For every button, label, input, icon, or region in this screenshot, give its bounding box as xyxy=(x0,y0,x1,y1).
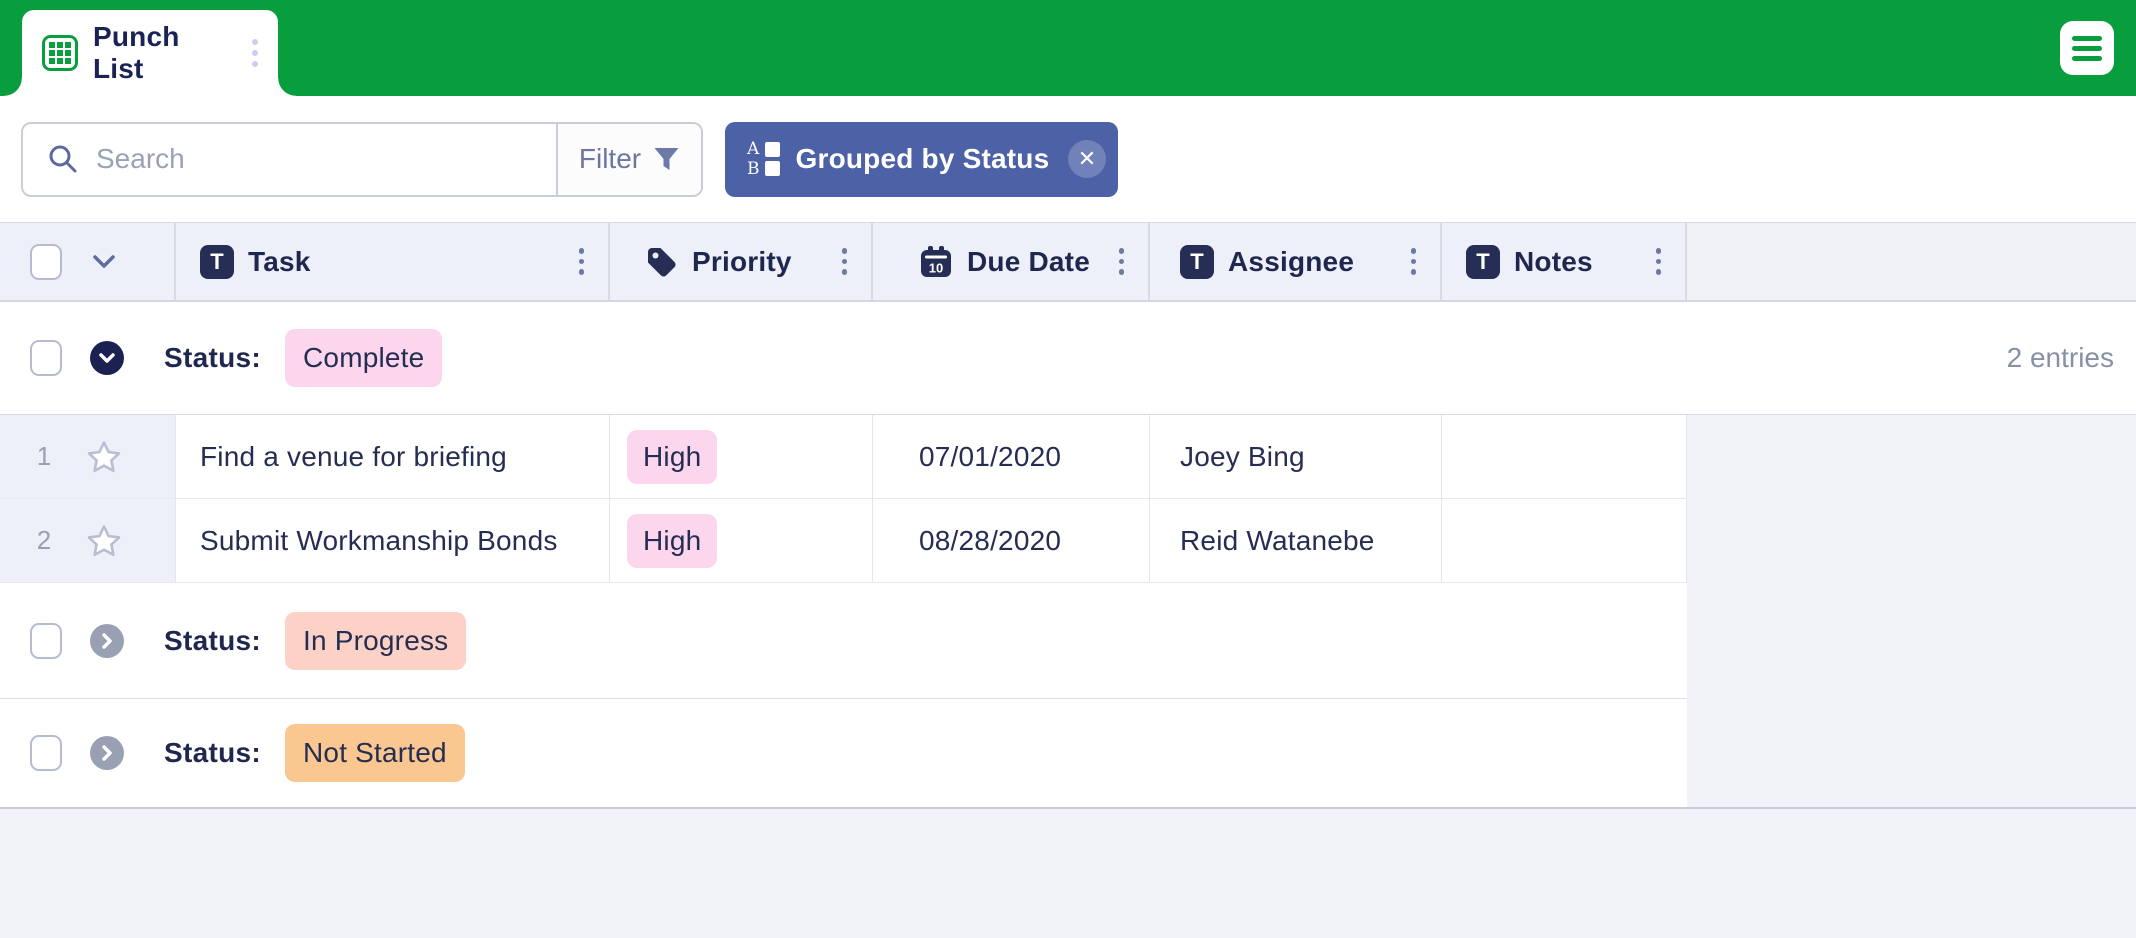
table-row: 1 Find a venue for briefing High 07/01/2… xyxy=(0,415,2136,499)
header-filler xyxy=(1687,223,2136,300)
row-filler xyxy=(1687,699,2136,807)
top-bar: Punch List xyxy=(0,0,2136,96)
tab-title: Punch List xyxy=(93,21,180,84)
chevron-right-icon xyxy=(101,632,113,650)
cell-task[interactable]: Find a venue for briefing xyxy=(176,415,610,499)
collapse-group-button[interactable] xyxy=(90,341,124,375)
column-label: Assignee xyxy=(1228,245,1355,277)
calendar-column-icon: 10 xyxy=(919,245,953,279)
star-icon xyxy=(86,440,122,474)
group-checkbox[interactable] xyxy=(30,340,62,376)
row-filler xyxy=(1687,415,2136,499)
search-box[interactable] xyxy=(23,124,556,195)
column-header-priority[interactable]: Priority xyxy=(610,223,873,300)
chevron-down-icon xyxy=(98,352,116,364)
tab-punch-list[interactable]: Punch List xyxy=(4,10,296,96)
svg-text:10: 10 xyxy=(929,260,943,275)
x-icon: ✕ xyxy=(1077,146,1097,171)
tag-column-icon xyxy=(644,245,678,279)
cell-assignee[interactable]: Joey Bing xyxy=(1150,415,1442,499)
hamburger-icon xyxy=(2072,35,2102,61)
data-grid: T Task Priority 10 xyxy=(0,222,2136,938)
status-label: Status: xyxy=(164,737,261,768)
column-menu-kebab-icon[interactable] xyxy=(1407,244,1421,279)
cell-task[interactable]: Submit Workmanship Bonds xyxy=(176,499,610,583)
select-all-checkbox[interactable] xyxy=(30,243,62,280)
cell-notes[interactable] xyxy=(1442,499,1687,583)
text-column-icon: T xyxy=(200,244,234,279)
row-number: 2 xyxy=(36,525,52,555)
status-label: Status: xyxy=(164,624,261,656)
group-row-content: Status: Not Started xyxy=(0,699,1687,807)
group-checkbox[interactable] xyxy=(30,622,62,659)
search-filter-group: Filter xyxy=(21,121,703,197)
status-badge: Complete xyxy=(285,329,443,387)
table-row: 2 Submit Workmanship Bonds High 08/28/20… xyxy=(0,499,2136,583)
column-menu-kebab-icon[interactable] xyxy=(838,244,852,279)
status-badge: In Progress xyxy=(285,611,467,670)
search-icon xyxy=(47,143,79,175)
tab-menu-kebab-icon[interactable] xyxy=(248,35,262,71)
row-filler xyxy=(1687,499,2136,583)
column-label: Priority xyxy=(692,245,792,277)
group-chip-label: Grouped by Status xyxy=(795,143,1050,174)
cell-priority[interactable]: High xyxy=(610,499,873,583)
entries-count: 2 entries xyxy=(2006,342,2114,373)
column-header-due-date[interactable]: 10 Due Date xyxy=(873,223,1150,300)
favorite-star-button[interactable] xyxy=(86,524,122,558)
column-label: Task xyxy=(248,245,311,277)
table-grid-icon xyxy=(42,35,78,71)
row-filler xyxy=(1687,583,2136,699)
status-label: Status: xyxy=(164,342,261,373)
table-header-row: T Task Priority 10 xyxy=(0,222,2136,302)
row-number: 1 xyxy=(36,441,52,471)
column-header-notes[interactable]: T Notes xyxy=(1442,223,1687,300)
remove-grouping-button[interactable]: ✕ xyxy=(1068,140,1106,178)
group-checkbox[interactable] xyxy=(30,735,62,771)
cell-assignee[interactable]: Reid Watanebe xyxy=(1150,499,1442,583)
column-menu-kebab-icon[interactable] xyxy=(1652,244,1666,279)
empty-area-below-table xyxy=(0,807,2136,938)
chevron-down-icon[interactable] xyxy=(92,254,116,269)
app-menu-button[interactable] xyxy=(2060,21,2114,75)
column-header-task[interactable]: T Task xyxy=(176,223,610,300)
cell-due-date[interactable]: 07/01/2020 xyxy=(873,415,1150,499)
group-row-not-started: Status: Not Started xyxy=(0,699,2136,807)
column-label: Due Date xyxy=(967,245,1090,277)
group-row-in-progress: Status: In Progress xyxy=(0,583,2136,699)
star-icon xyxy=(86,524,122,558)
expand-group-button[interactable] xyxy=(90,736,124,770)
priority-badge: High xyxy=(627,513,718,568)
priority-badge: High xyxy=(627,429,718,484)
favorite-star-button[interactable] xyxy=(86,440,122,474)
expand-group-button[interactable] xyxy=(90,623,124,658)
chevron-right-icon xyxy=(101,744,113,762)
group-row-content: Status: In Progress xyxy=(0,583,1687,699)
select-all-header-cell xyxy=(0,223,176,300)
column-header-assignee[interactable]: T Assignee xyxy=(1150,223,1442,300)
filter-label: Filter xyxy=(578,143,642,174)
funnel-icon xyxy=(653,146,680,172)
column-label: Notes xyxy=(1514,245,1593,277)
cell-notes[interactable] xyxy=(1442,415,1687,499)
column-menu-kebab-icon[interactable] xyxy=(575,244,589,279)
column-menu-kebab-icon[interactable] xyxy=(1115,244,1129,279)
search-input[interactable] xyxy=(96,143,556,175)
row-select-cell: 1 xyxy=(0,415,176,499)
cell-due-date[interactable]: 08/28/2020 xyxy=(873,499,1150,583)
filter-button[interactable]: Filter xyxy=(556,123,701,195)
text-column-icon: T xyxy=(1180,244,1214,279)
row-select-cell: 2 xyxy=(0,499,176,583)
text-column-icon: T xyxy=(1466,244,1500,279)
status-badge: Not Started xyxy=(285,724,465,782)
toolbar: Filter AB Grouped by Status ✕ xyxy=(0,96,2136,222)
cell-priority[interactable]: High xyxy=(610,415,873,499)
group-row-complete: Status: Complete 2 entries xyxy=(0,302,2136,415)
